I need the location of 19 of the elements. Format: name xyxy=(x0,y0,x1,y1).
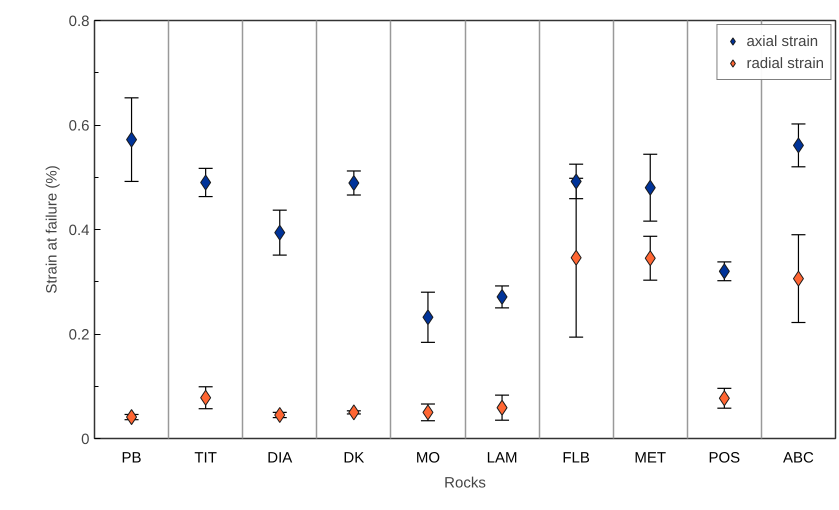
x-tick-label: DIA xyxy=(267,450,292,466)
y-tick-label: 0.2 xyxy=(68,326,90,344)
x-tick-label: MO xyxy=(416,450,440,466)
y-tick-label: 0.8 xyxy=(68,13,90,30)
x-tick-label: ABC xyxy=(783,450,814,466)
x-axis-title: Rocks xyxy=(444,474,486,492)
y-axis-title: Strain at failure (%) xyxy=(44,165,61,294)
x-tick-label: PB xyxy=(122,450,142,466)
y-tick-label: 0.6 xyxy=(68,118,90,134)
x-tick-label: FLB xyxy=(562,450,590,466)
x-tick-label: DK xyxy=(343,450,364,466)
x-tick-label: LAM xyxy=(486,450,518,466)
legend-label: radial strain xyxy=(746,54,824,72)
x-tick-label: TIT xyxy=(194,450,217,466)
legend-label: axial strain xyxy=(746,32,818,50)
y-tick-label: 0.4 xyxy=(68,222,90,239)
x-tick-label: MET xyxy=(634,450,666,466)
x-tick-label: POS xyxy=(708,450,740,466)
y-tick-label: 0 xyxy=(81,431,90,448)
